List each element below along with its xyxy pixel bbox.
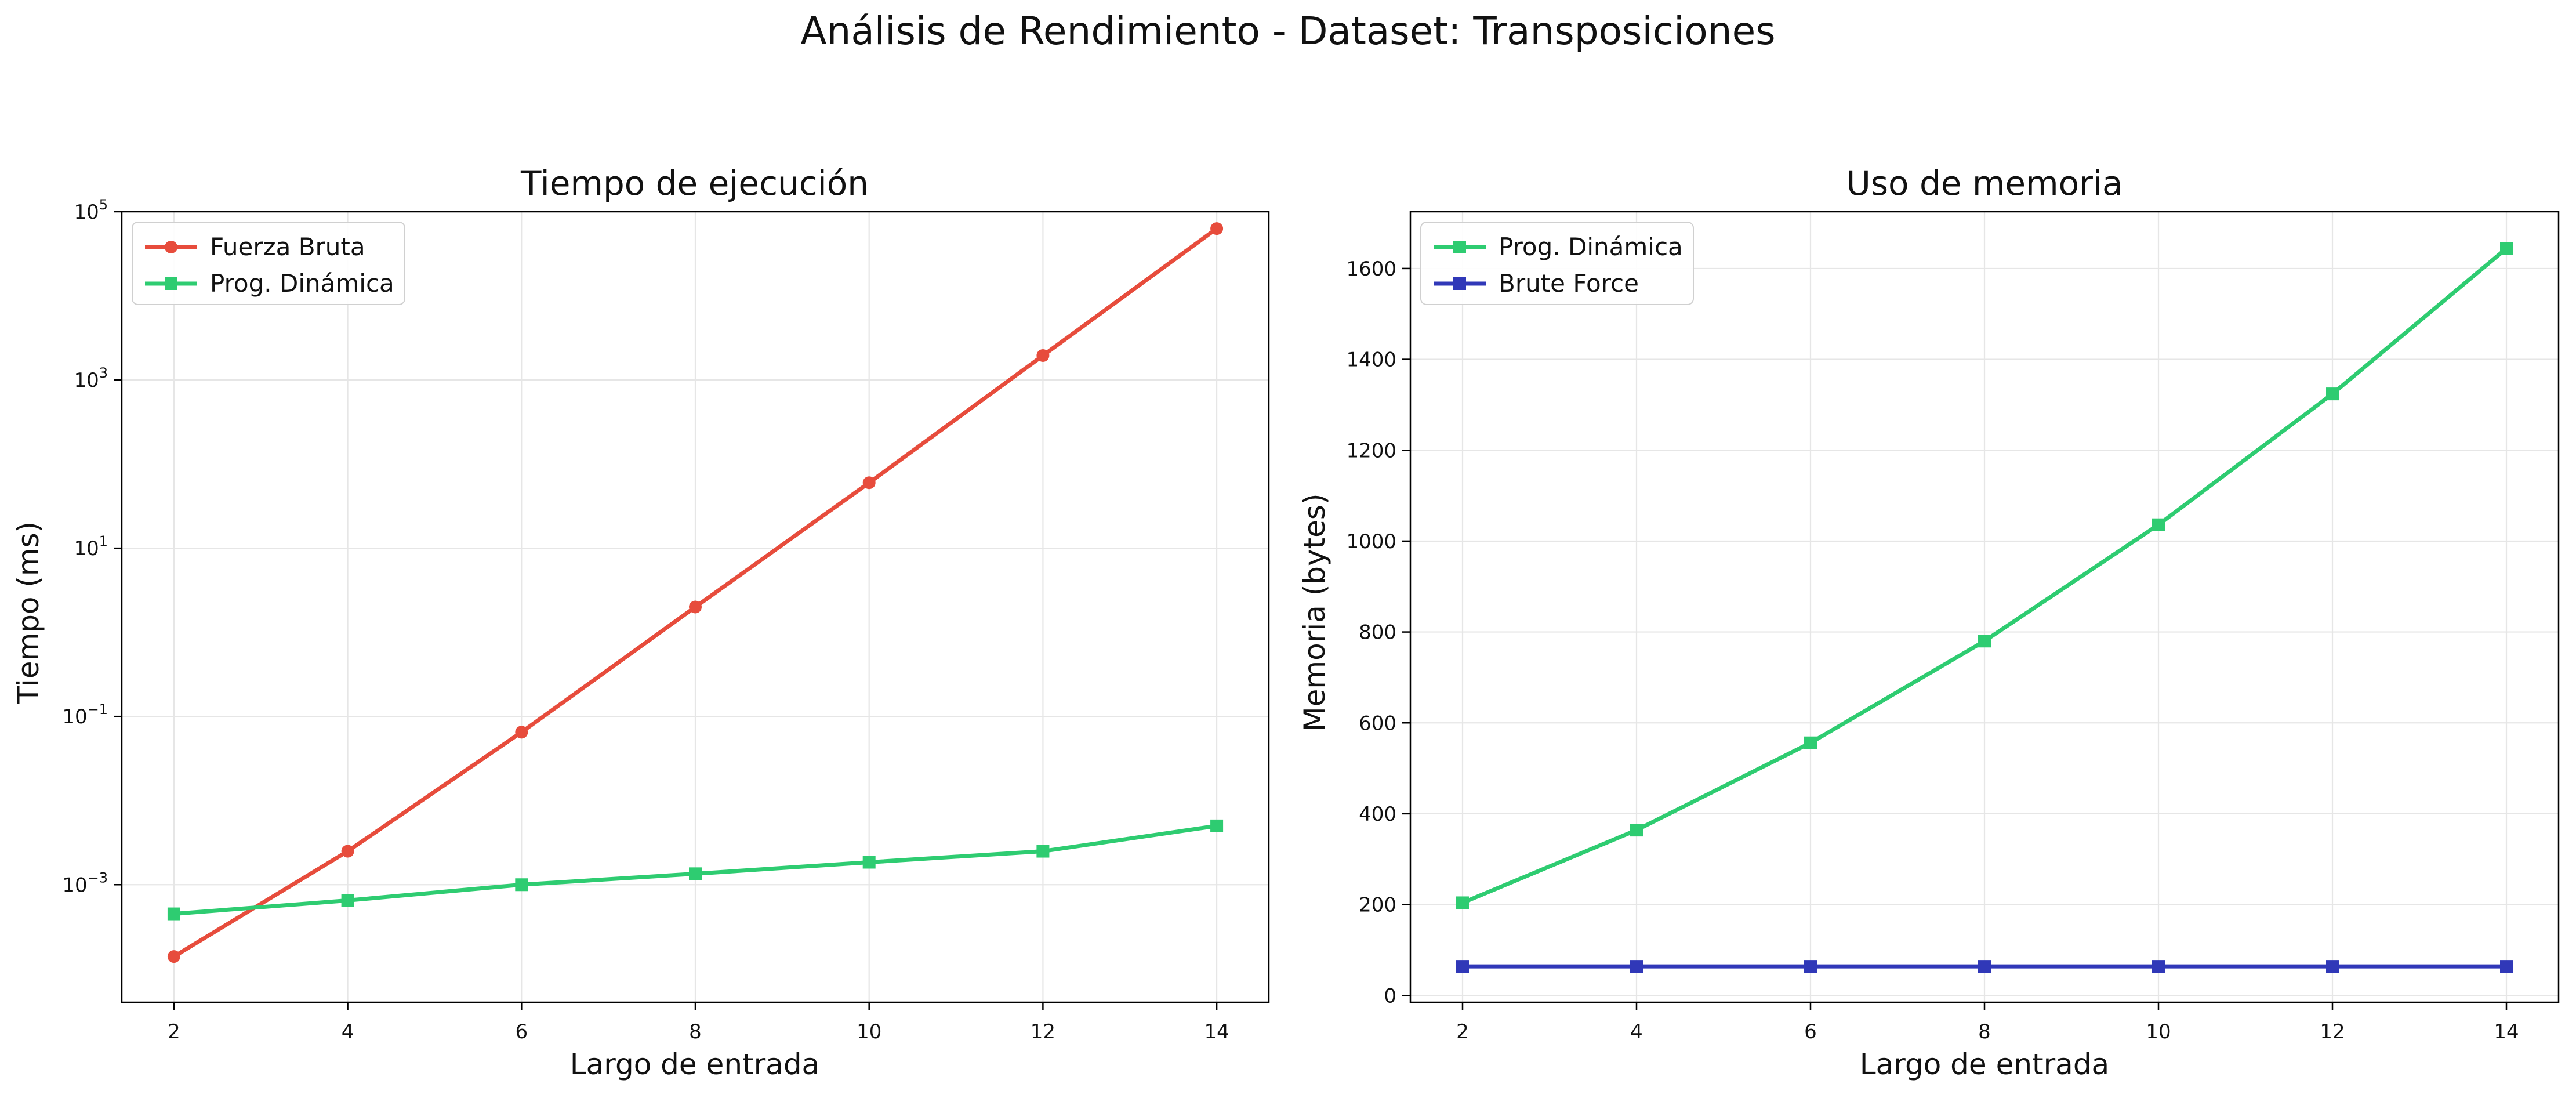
time-data-point <box>167 907 180 921</box>
time-series-1 <box>167 222 1224 963</box>
memory-data-point <box>1978 960 1991 973</box>
time-xtick-label: 12 <box>1031 1020 1055 1043</box>
time-data-point <box>1036 349 1050 362</box>
time-legend-label: Fuerza Bruta <box>210 233 365 261</box>
time-xtick-label: 4 <box>342 1020 354 1043</box>
time-data-point <box>515 878 528 892</box>
time-ytick-label: 103 <box>74 365 108 392</box>
time-chart-xlabel: Largo de entrada <box>570 1048 819 1081</box>
memory-data-point <box>2500 242 2513 255</box>
memory-xtick-label: 4 <box>1630 1020 1643 1043</box>
time-data-point <box>689 867 702 880</box>
time-xtick-label: 2 <box>168 1020 180 1043</box>
time-ytick-label: 10−1 <box>62 701 108 729</box>
time-data-point <box>862 476 876 490</box>
time-data-point <box>862 856 876 869</box>
memory-xtick-label: 10 <box>2146 1020 2171 1043</box>
memory-chart-ylabel: Memoria (bytes) <box>1298 494 1331 732</box>
memory-xtick-label: 12 <box>2320 1020 2345 1043</box>
time-chart-title: Tiempo de ejecución <box>520 164 869 203</box>
time-xtick-label: 14 <box>1204 1020 1229 1043</box>
time-ytick-label: 10−3 <box>62 869 108 897</box>
memory-data-point <box>2152 960 2165 973</box>
time-legend-marker <box>165 241 177 253</box>
time-chart: Tiempo de ejecución Largo de entrada Tie… <box>12 164 869 1081</box>
memory-data-point <box>1630 960 1643 973</box>
memory-legend: Prog. Dinámica Brute Force <box>1420 222 1694 305</box>
memory-chart: Uso de memoria Largo de entrada Memoria … <box>1298 164 2123 1081</box>
memory-ytick-label: 200 <box>1359 894 1396 917</box>
time-data-point <box>1036 845 1050 858</box>
time-plot-area: 2 4 6 8 10 12 14 10−3 10−1 101 103 105 Fuerza Bruta P… <box>62 197 1270 1043</box>
memory-xtick-label: 8 <box>1978 1020 1991 1043</box>
memory-data-point <box>1630 824 1643 837</box>
time-legend-label: Prog. Dinámica <box>210 269 394 298</box>
time-ytick-label: 105 <box>74 197 108 224</box>
time-chart-ylabel: Tiempo (ms) <box>12 521 45 704</box>
memory-data-point <box>2152 518 2165 531</box>
memory-data-point <box>2326 387 2339 401</box>
time-legend: Fuerza Bruta Prog. Dinámica <box>132 222 405 305</box>
memory-data-point <box>2500 960 2513 973</box>
figure-suptitle: Análisis de Rendimiento - Dataset: Trans… <box>800 9 1775 53</box>
time-data-point <box>341 845 354 858</box>
memory-legend-box <box>1420 222 1694 305</box>
memory-data-point <box>1978 635 1991 648</box>
memory-data-point <box>1804 736 1817 749</box>
memory-grid <box>1410 212 2559 1002</box>
time-axes-frame <box>121 211 1270 1003</box>
memory-series-2 <box>1456 960 2513 973</box>
time-data-point <box>689 600 702 614</box>
time-data-point <box>1210 222 1224 235</box>
memory-ytick-label: 600 <box>1359 712 1396 735</box>
time-series-2 <box>167 819 1224 921</box>
time-ytick-label: 101 <box>74 533 108 560</box>
memory-legend-marker <box>1453 277 1466 290</box>
memory-data-point <box>1804 960 1817 973</box>
memory-legend-marker <box>1453 241 1466 253</box>
time-legend-box <box>132 222 405 305</box>
memory-data-point <box>2326 960 2339 973</box>
memory-legend-label: Prog. Dinámica <box>1499 233 1683 261</box>
memory-ytick-label: 1200 <box>1346 439 1396 462</box>
time-data-point <box>515 726 528 739</box>
memory-series-1 <box>1456 242 2513 909</box>
memory-data-point <box>1456 896 1469 909</box>
memory-xtick-label: 6 <box>1804 1020 1817 1043</box>
memory-ytick-label: 800 <box>1359 621 1396 644</box>
memory-axes-frame <box>1409 211 2560 1003</box>
memory-legend-label: Brute Force <box>1499 269 1639 298</box>
memory-ytick-label: 1400 <box>1346 349 1396 372</box>
memory-ytick-label: 0 <box>1384 984 1396 1008</box>
time-xtick-label: 8 <box>689 1020 702 1043</box>
memory-plot-area: 2 4 6 8 10 12 14 0 200 400 600 800 1000 1200 1400 1600 P… <box>1346 211 2560 1043</box>
time-data-point <box>341 894 354 907</box>
memory-xtick-label: 2 <box>1456 1020 1469 1043</box>
memory-ytick-label: 400 <box>1359 803 1396 826</box>
time-data-point <box>1210 819 1224 832</box>
memory-xtick-label: 14 <box>2494 1020 2519 1043</box>
memory-chart-xlabel: Largo de entrada <box>1860 1048 2109 1081</box>
memory-ytick-label: 1600 <box>1346 258 1396 281</box>
time-xtick-label: 6 <box>515 1020 528 1043</box>
memory-data-point <box>1456 960 1469 973</box>
memory-ytick-label: 1000 <box>1346 530 1396 553</box>
memory-chart-title: Uso de memoria <box>1846 164 2123 203</box>
time-xtick-label: 10 <box>857 1020 881 1043</box>
time-data-point <box>167 950 180 963</box>
time-legend-marker <box>165 277 177 290</box>
